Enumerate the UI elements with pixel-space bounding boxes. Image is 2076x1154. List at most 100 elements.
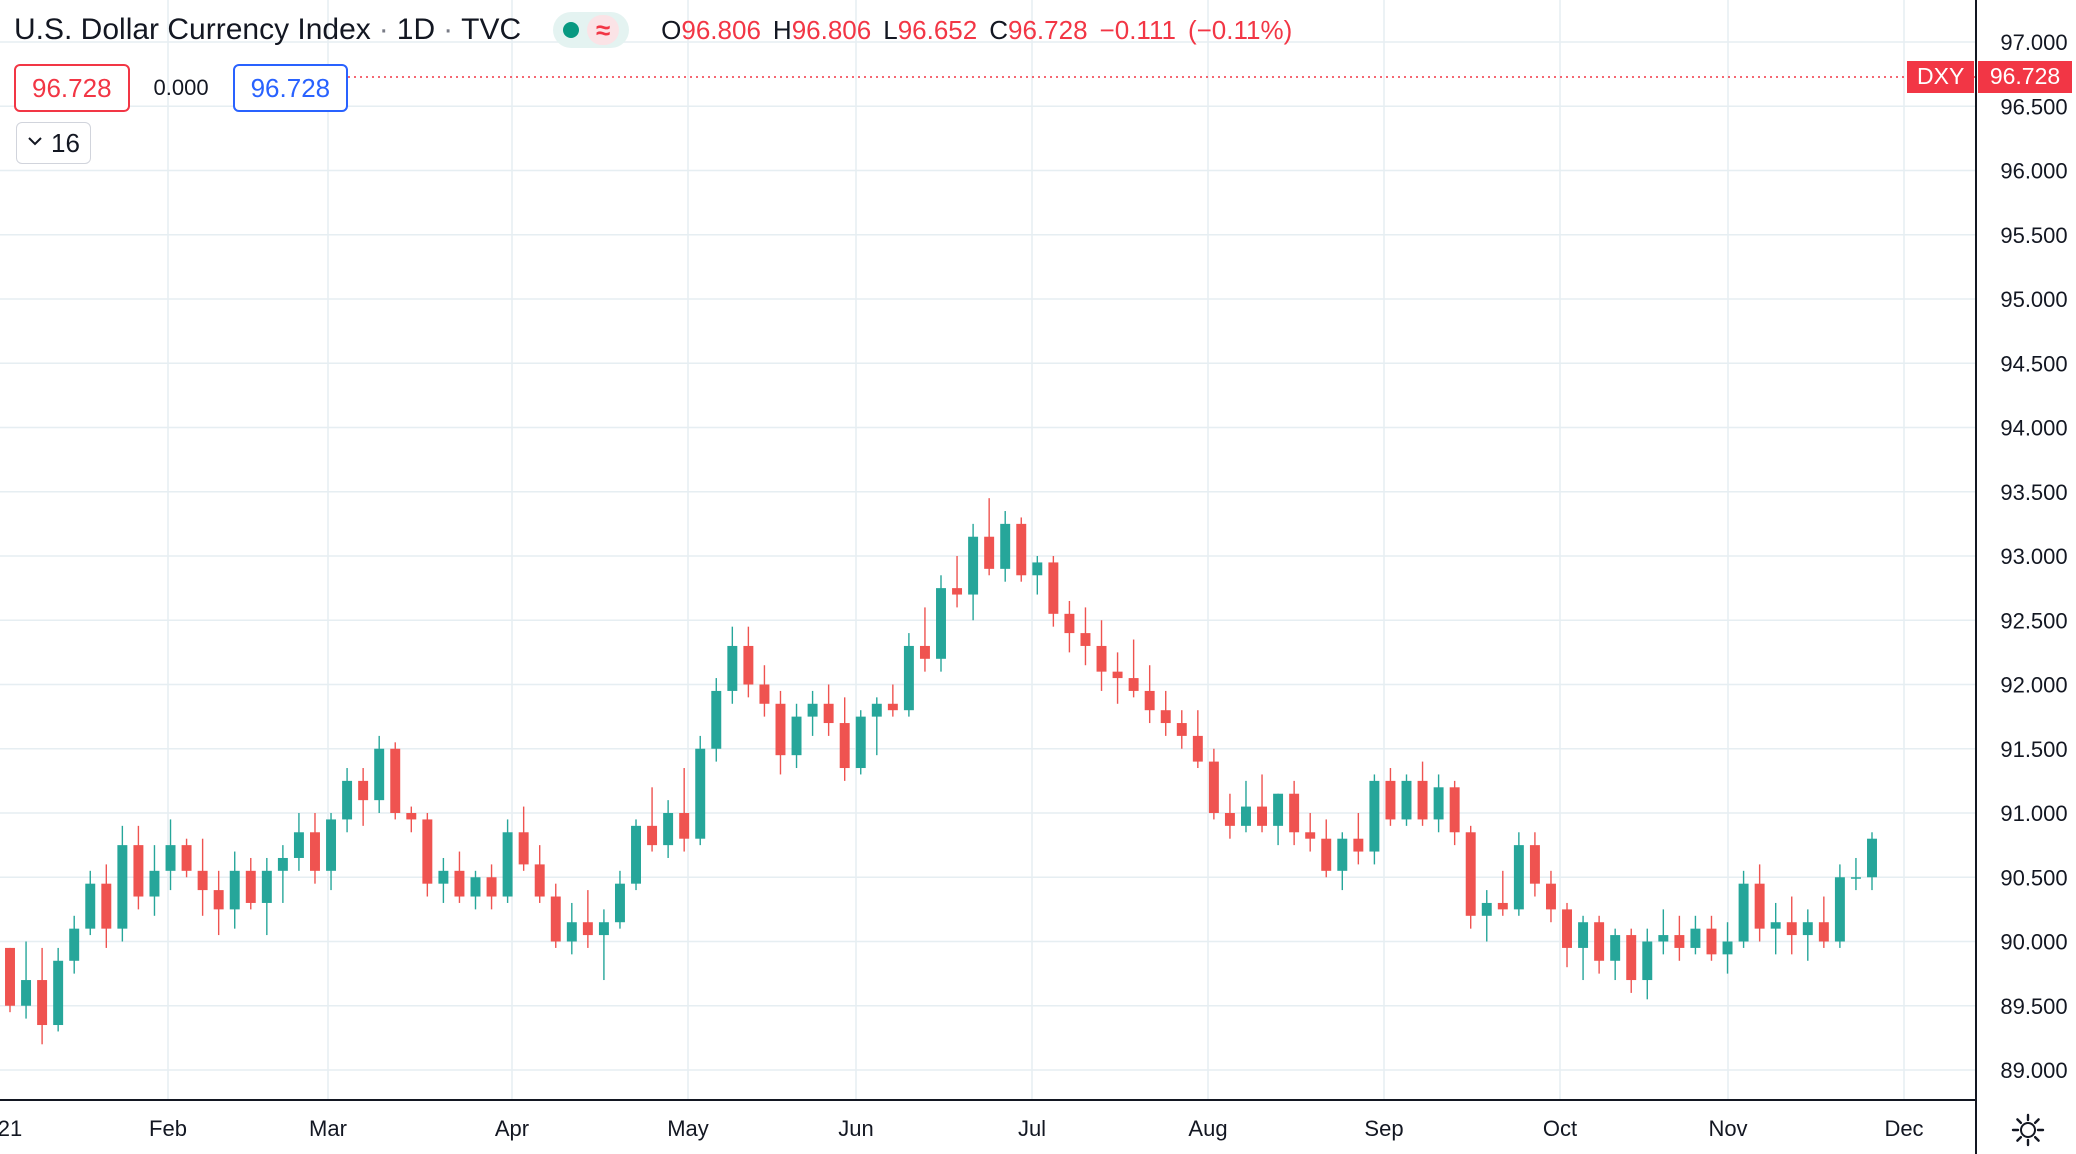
candle-body	[903, 645, 914, 711]
candle	[1610, 928, 1621, 981]
sell-button[interactable]: 96.728	[14, 64, 130, 112]
price-tick-label: 90.500	[2000, 865, 2067, 890]
change-percent: (−0.11%)	[1187, 14, 1293, 45]
candle	[1706, 915, 1717, 961]
candlestick-series	[5, 498, 1877, 1045]
candle	[1513, 832, 1524, 916]
candle-body	[1610, 935, 1621, 961]
price-tick-label: 93.500	[2000, 480, 2067, 505]
candle-body	[614, 883, 625, 923]
candle	[1594, 915, 1605, 974]
separator: ·	[443, 13, 454, 46]
candle	[1674, 915, 1685, 961]
candle-body	[1770, 922, 1781, 929]
candle-body	[149, 870, 160, 897]
candle-body	[85, 883, 96, 929]
candle	[1578, 915, 1589, 981]
candle-body	[807, 703, 818, 717]
candle	[438, 857, 449, 903]
candle-body	[1690, 928, 1701, 948]
candle	[1241, 780, 1251, 833]
candle	[69, 915, 80, 974]
candle	[342, 768, 353, 833]
candle-body	[1032, 562, 1043, 576]
candle-body	[647, 825, 658, 846]
candle	[165, 819, 176, 891]
candle-body	[1867, 838, 1877, 878]
candle-body	[277, 857, 288, 871]
candle	[1337, 832, 1348, 891]
candle-body	[871, 703, 882, 717]
price-tick-label: 96.500	[2000, 94, 2067, 119]
market-status-pill[interactable]: ≈	[553, 12, 630, 48]
candle	[663, 800, 674, 858]
time-tick-label: Mar	[309, 1116, 347, 1141]
candle	[598, 909, 609, 981]
price-tick-label: 94.000	[2000, 416, 2067, 441]
candle	[823, 684, 834, 736]
candle	[759, 665, 770, 717]
candle	[277, 845, 288, 903]
candle-body	[1112, 671, 1123, 679]
candle-body	[582, 922, 593, 936]
candle-body	[261, 870, 272, 903]
candle-body	[358, 780, 369, 801]
candle-body	[968, 536, 979, 595]
candle-body	[502, 832, 513, 897]
symbol-title[interactable]: U.S. Dollar Currency Index	[14, 13, 371, 46]
price-tick-label: 89.000	[2000, 1058, 2067, 1083]
candle	[197, 838, 208, 916]
time-tick-label: Jul	[1018, 1116, 1046, 1141]
time-scale[interactable]: 21 Feb Mar Apr May Jun Jul Aug Sep Oct Nov Dec	[0, 1116, 1924, 1141]
candle	[566, 902, 577, 955]
chart-grid	[0, 0, 1976, 1100]
candle-body	[53, 960, 64, 1026]
candle-body	[470, 877, 481, 897]
candle	[149, 845, 160, 916]
candle	[5, 947, 15, 1013]
candle-body	[438, 870, 449, 884]
candle-body	[1257, 806, 1268, 826]
candle	[550, 883, 561, 948]
candle	[679, 768, 690, 852]
interval-label[interactable]: 1D	[396, 13, 436, 46]
candle	[133, 825, 144, 910]
price-tick-label: 93.000	[2000, 544, 2067, 569]
candle	[1257, 774, 1268, 833]
candle-body	[486, 877, 497, 897]
time-tick-label: Sep	[1364, 1116, 1403, 1141]
candle	[1128, 639, 1139, 698]
symbol-price-tag: DXY	[1907, 60, 1975, 93]
candle	[887, 684, 898, 717]
candle	[1192, 710, 1203, 769]
candle	[1160, 690, 1171, 736]
candle-body	[839, 723, 850, 769]
time-tick-label: 21	[0, 1116, 22, 1141]
candle	[582, 890, 593, 948]
candle	[631, 819, 641, 891]
indicators-toggle-button[interactable]: 16	[16, 122, 91, 164]
candle	[1385, 768, 1396, 826]
price-scale[interactable]: 97.000 96.500 96.000 95.500 95.000 94.500 94.0…	[2000, 30, 2067, 1083]
candle-body	[1642, 941, 1653, 981]
gear-icon[interactable]	[2010, 1112, 2046, 1148]
time-tick-label: Nov	[1708, 1116, 1747, 1141]
candle-body	[952, 588, 963, 595]
candle-body	[181, 845, 192, 871]
exchange-label: TVC	[461, 13, 522, 46]
price-tick-label: 92.500	[2000, 608, 2067, 633]
candle	[518, 806, 529, 871]
candle-body	[1273, 793, 1284, 826]
candle	[1289, 780, 1300, 846]
candle	[614, 870, 625, 929]
candle-body	[1192, 735, 1203, 762]
candle-body	[1449, 787, 1460, 833]
candle-body	[1802, 922, 1813, 936]
price-tick-label: 94.500	[2000, 351, 2067, 376]
candle	[1562, 902, 1572, 968]
ohlc-legend: O 96.806 H 96.806 L 96.652 C 96.728 −0.111 (…	[661, 15, 1292, 46]
candle-body	[197, 870, 208, 891]
buy-button[interactable]: 96.728	[232, 64, 349, 112]
candle-body	[855, 716, 866, 769]
